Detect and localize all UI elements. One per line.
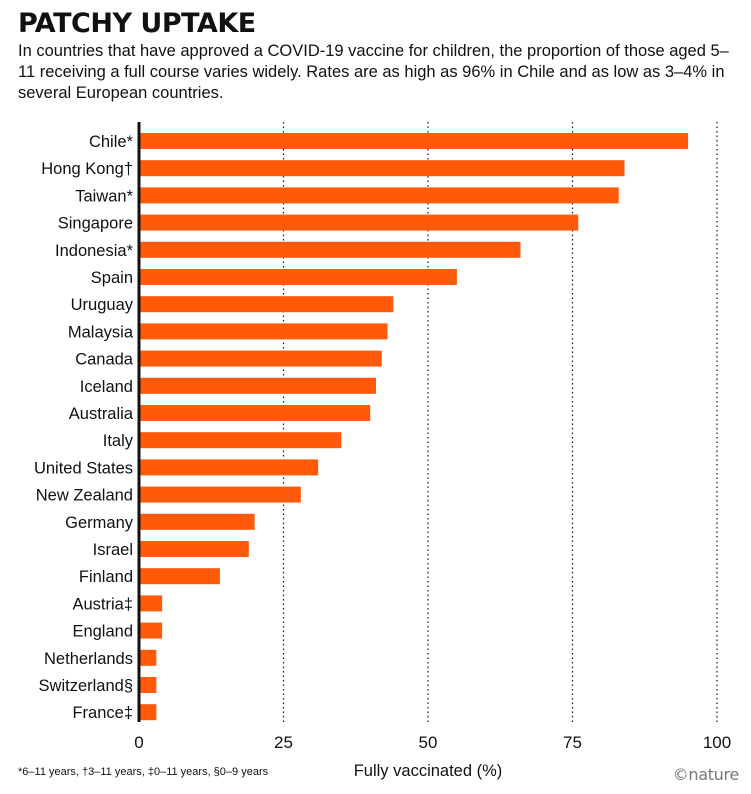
category-label: Hong Kong†: [41, 160, 133, 178]
category-label: England: [72, 623, 133, 641]
category-label: France‡: [72, 704, 133, 722]
category-label: New Zealand: [36, 487, 133, 505]
category-label: Indonesia*: [55, 242, 134, 260]
x-tick-label: 0: [134, 733, 143, 752]
category-label: Taiwan*: [75, 187, 133, 205]
footnote: *6–11 years, †3–11 years, ‡0–11 years, §…: [18, 766, 269, 778]
bar-17: [139, 595, 163, 612]
x-tick-label: 75: [563, 733, 582, 752]
x-tick-label: 100: [703, 733, 731, 752]
category-label: Canada: [75, 351, 134, 369]
bar-6: [139, 296, 394, 313]
category-label: Italy: [103, 432, 134, 450]
bar-10: [139, 405, 371, 421]
bar-7: [139, 323, 388, 340]
category-label: Spain: [91, 269, 133, 287]
bar-16: [139, 568, 220, 585]
bar-9: [139, 377, 376, 394]
bar-11: [139, 432, 342, 449]
category-label: Uruguay: [71, 296, 134, 314]
category-label: Singapore: [58, 215, 133, 233]
bars: [139, 133, 689, 721]
bar-15: [139, 541, 249, 557]
bar-1: [139, 160, 625, 177]
category-label: United States: [34, 459, 133, 477]
chart-subtitle: In countries that have approved a COVID-…: [18, 42, 729, 102]
bar-18: [139, 622, 163, 639]
bar-2: [139, 187, 619, 204]
x-tick-label: 25: [274, 733, 293, 752]
category-label: Germany: [65, 514, 134, 532]
category-label: Switzerland§: [39, 677, 133, 695]
bar-0: [139, 133, 689, 149]
category-labels: Chile* Hong Kong† Taiwan* Singapore Indonesi…: [34, 133, 134, 722]
category-label: Chile*: [89, 133, 134, 151]
x-axis-label: Fully vaccinated (%): [354, 762, 503, 780]
category-label: Israel: [93, 541, 133, 559]
category-label: Malaysia: [68, 323, 134, 341]
bar-14: [139, 513, 255, 530]
bar-4: [139, 241, 521, 258]
x-tick-label: 50: [419, 733, 438, 752]
nature-logo: ©nature: [672, 765, 740, 784]
bar-19: [139, 649, 157, 666]
bar-21: [139, 704, 157, 721]
bar-20: [139, 677, 157, 693]
bar-13: [139, 486, 301, 503]
category-label: Australia: [69, 405, 134, 423]
bar-8: [139, 350, 382, 367]
category-label: Iceland: [80, 378, 133, 396]
category-label: Austria‡: [72, 595, 133, 613]
x-tick-labels: 0 25 50 75 100: [134, 733, 731, 752]
chart-title: PATCHY UPTAKE: [18, 8, 256, 39]
category-label: Netherlands: [44, 650, 133, 668]
gridlines: [282, 122, 718, 722]
bar-5: [139, 269, 457, 285]
bar-12: [139, 459, 319, 476]
category-label: Finland: [79, 568, 133, 586]
bar-3: [139, 214, 579, 231]
